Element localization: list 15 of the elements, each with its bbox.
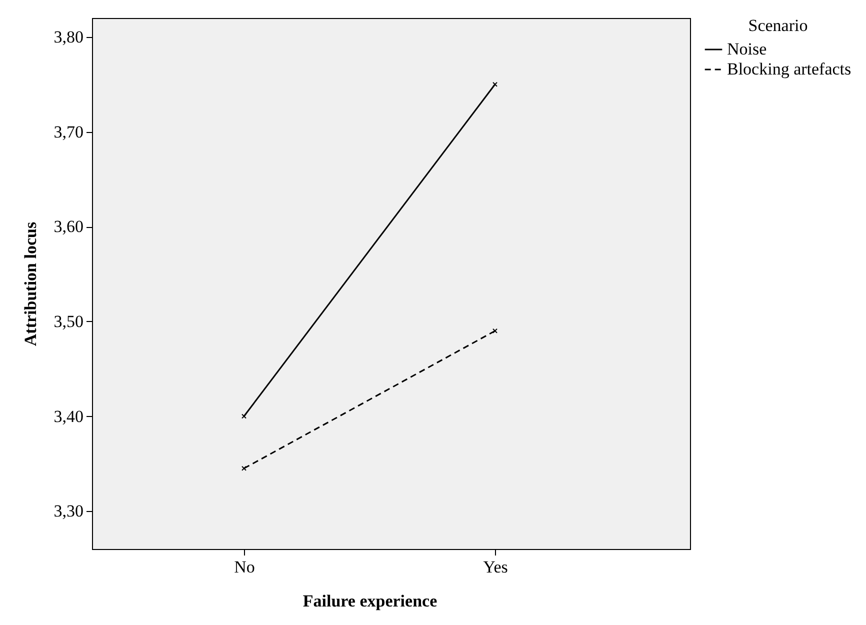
x-tick-label: No (234, 558, 255, 576)
y-axis-title: Attribution locus (20, 222, 40, 346)
y-tick-label: 3,50 (54, 312, 84, 331)
x-axis-title: Failure experience (302, 592, 438, 610)
point (492, 328, 498, 334)
y-tick-label: 3,80 (54, 27, 84, 46)
y-tick-label: 3,70 (54, 122, 84, 142)
legend-title: Scenario (748, 16, 808, 35)
point (242, 466, 246, 471)
y-tick-label: 3,30 (54, 502, 84, 521)
legend-label: Noise (727, 40, 767, 58)
legend-label: Blocking artefacts (727, 60, 852, 78)
y-tick-label: 3,40 (54, 406, 84, 426)
y-tick-label: 3,60 (54, 217, 84, 236)
x-tick-label: Yes (483, 558, 508, 576)
